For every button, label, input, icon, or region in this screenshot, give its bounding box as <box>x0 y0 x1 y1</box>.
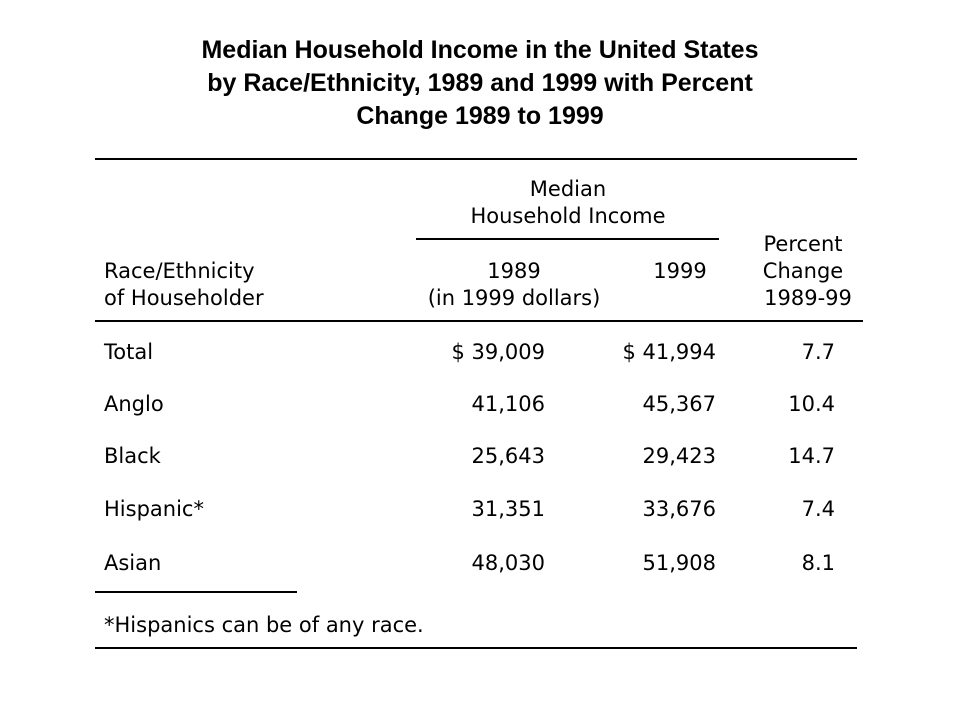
row-label: Total <box>104 340 154 364</box>
col-header-1989: 1989 <box>487 259 541 283</box>
header-rule <box>95 320 863 322</box>
row-percent-change: 14.7 <box>788 444 835 468</box>
row-value-1999: 51,908 <box>642 551 716 575</box>
row-percent-change: 7.7 <box>801 340 835 364</box>
row-percent-change: 10.4 <box>788 392 835 416</box>
col-header-period: 1989-99 <box>764 286 852 310</box>
col-header-change: Change <box>762 259 844 283</box>
row-value-1999: 29,423 <box>642 444 716 468</box>
title-line-3: Change 1989 to 1999 <box>356 102 604 130</box>
row-value-1989: 31,351 <box>471 497 545 521</box>
col-header-1999: 1999 <box>653 259 707 283</box>
footnote: *Hispanics can be of any race. <box>104 613 424 637</box>
row-label: Hispanic* <box>104 497 204 521</box>
col-header-race-ethnicity: Race/Ethnicity <box>104 259 255 283</box>
row-value-1989: 48,030 <box>471 551 545 575</box>
title-line-1: Median Household Income in the United St… <box>201 36 759 64</box>
title-line-2: by Race/Ethnicity, 1989 and 1999 with Pe… <box>207 69 753 97</box>
group-header-household-income: Household Income <box>470 204 666 228</box>
row-percent-change: 7.4 <box>801 497 835 521</box>
group-header-underline <box>416 238 719 240</box>
top-rule <box>95 158 857 160</box>
row-label: Asian <box>104 551 162 575</box>
page-title: Median Household Income in the United St… <box>0 34 960 133</box>
row-value-1999: $ 41,994 <box>622 340 716 364</box>
row-label: Anglo <box>104 392 164 416</box>
row-value-1989: 41,106 <box>471 392 545 416</box>
bottom-rule <box>95 647 857 649</box>
group-header-median: Median <box>529 177 607 201</box>
col-header-of-householder: of Householder <box>104 286 264 310</box>
row-value-1999: 45,367 <box>642 392 716 416</box>
row-value-1989: 25,643 <box>471 444 545 468</box>
row-value-1989: $ 39,009 <box>451 340 545 364</box>
col-header-percent: Percent <box>763 232 843 256</box>
col-header-1989-note: (in 1999 dollars) <box>427 286 601 310</box>
row-label: Black <box>104 444 161 468</box>
row-value-1999: 33,676 <box>642 497 716 521</box>
footnote-separator <box>95 591 297 593</box>
row-percent-change: 8.1 <box>801 551 835 575</box>
